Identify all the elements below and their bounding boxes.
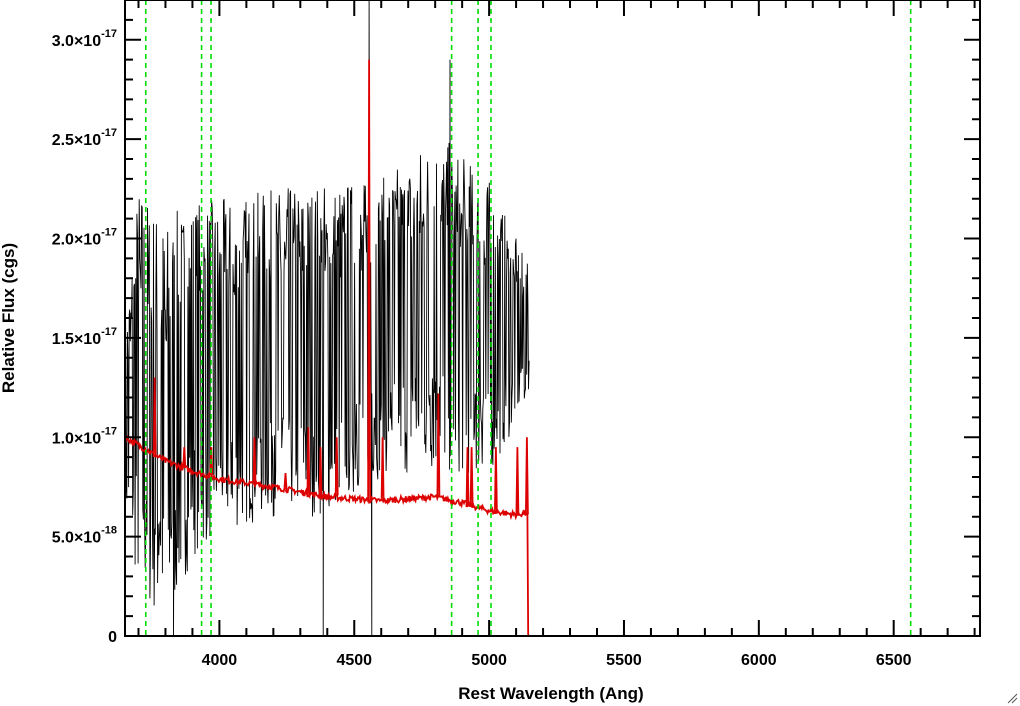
x-tick-label: 5500	[606, 652, 642, 669]
y-tick-label: 3.0×10-17	[52, 28, 117, 50]
y-tick-label: 2.0×10-17	[52, 227, 117, 249]
y-tick-label: 2.5×10-17	[52, 127, 117, 149]
y-tick-label: 1.5×10-17	[52, 326, 117, 348]
model-spectrum-line	[125, 59, 980, 636]
x-tick-label: 5000	[471, 652, 507, 669]
x-tick-label: 4000	[202, 652, 238, 669]
y-tick-label: 0	[108, 629, 117, 646]
y-tick-label: 5.0×10-18	[52, 525, 117, 547]
resize-grip-icon[interactable]	[1006, 692, 1018, 704]
x-axis-title: Rest Wavelength (Ang)	[458, 684, 643, 703]
plot-area: 4000 4500 5000 5500 6000 6500 0 5.0×10-18 1.0×10…	[52, 0, 981, 669]
y-tick-label: 1.0×10-17	[52, 425, 117, 447]
x-tick-label: 4500	[336, 652, 372, 669]
x-tick-label: 6000	[741, 652, 777, 669]
observed-spectrum-line	[125, 0, 530, 636]
y-axis-title: Relative Flux (cgs)	[0, 243, 18, 393]
x-tick-label: 6500	[876, 652, 912, 669]
